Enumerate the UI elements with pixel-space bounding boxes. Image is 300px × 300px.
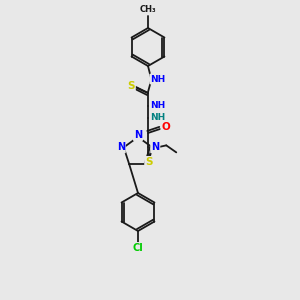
Text: S: S [145, 157, 153, 167]
Text: O: O [162, 122, 170, 132]
Text: CH₃: CH₃ [140, 5, 156, 14]
Text: NH: NH [150, 112, 166, 122]
Text: N: N [117, 142, 125, 152]
Text: S: S [127, 81, 135, 91]
Text: NH: NH [150, 100, 166, 109]
Text: N: N [134, 130, 142, 140]
Text: NH: NH [150, 74, 166, 83]
Text: Cl: Cl [133, 243, 143, 253]
Text: N: N [151, 142, 159, 152]
